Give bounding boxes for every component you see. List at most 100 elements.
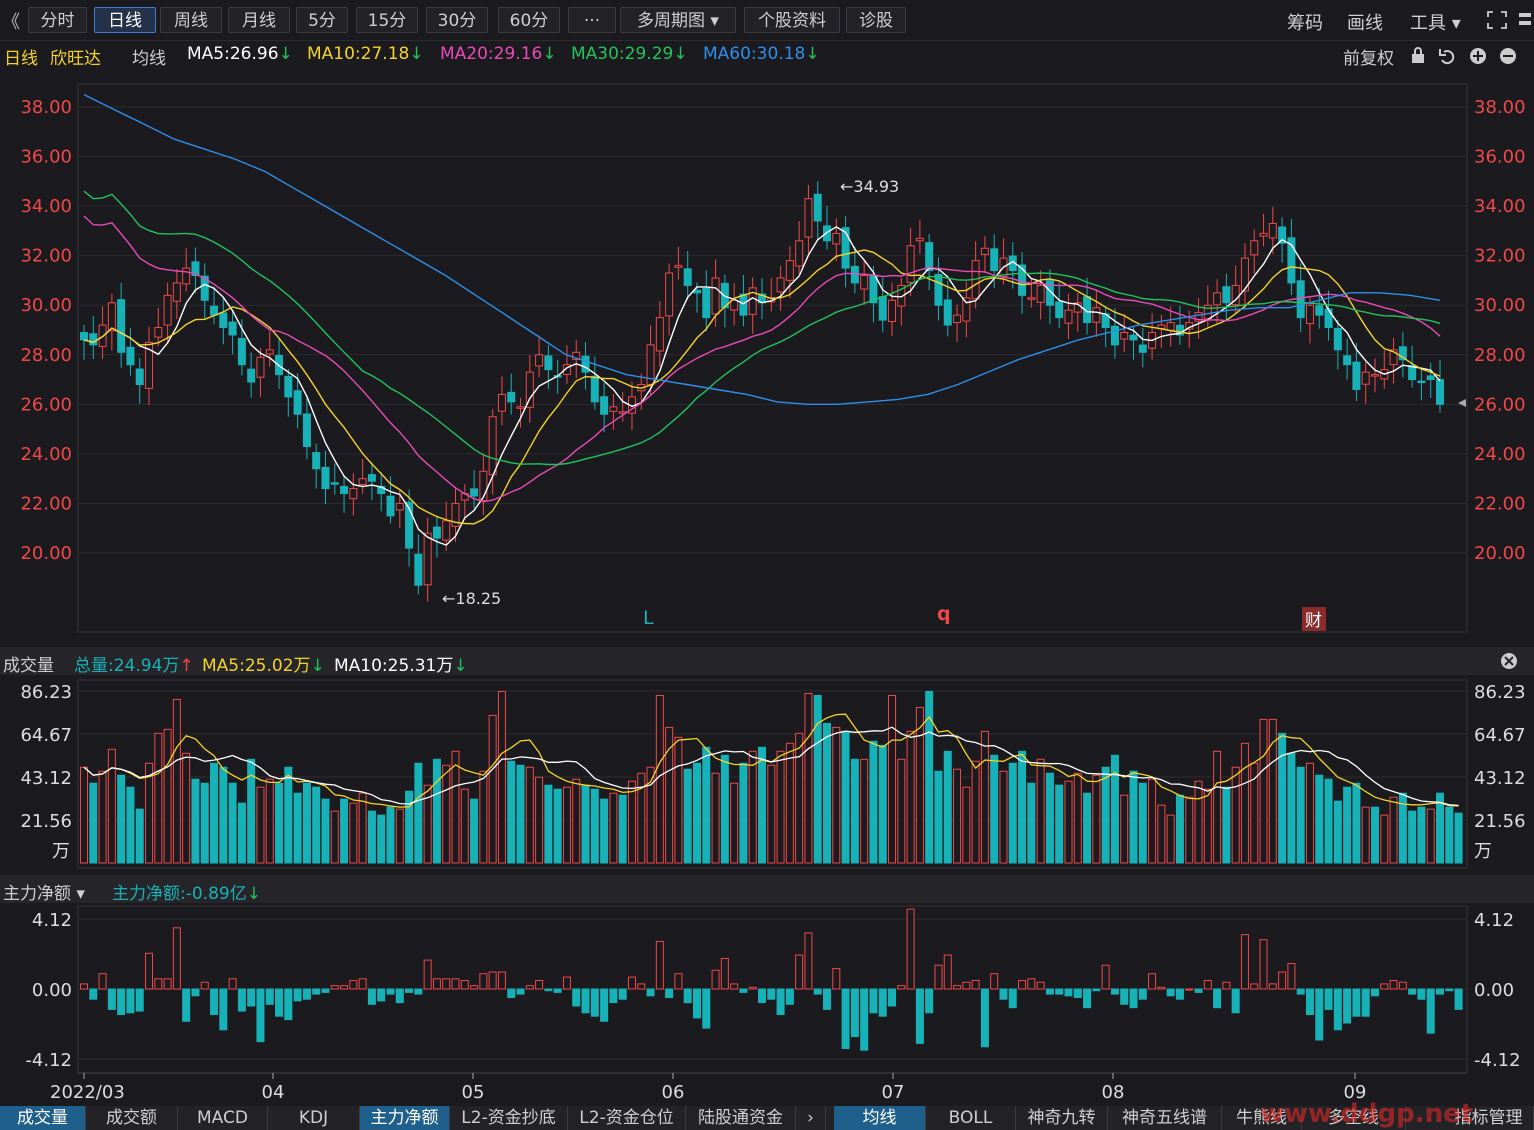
- tab-monthly[interactable]: 月线: [228, 7, 290, 33]
- flow-title[interactable]: 主力净额 ▾: [3, 884, 85, 904]
- volume-bar: [516, 764, 525, 864]
- flow-tick-left: 4.12: [32, 910, 72, 931]
- candle: [823, 225, 832, 242]
- indicator-tab-4[interactable]: 主力净额: [360, 1106, 450, 1130]
- candle: [609, 406, 618, 412]
- indicator-tab-2[interactable]: MACD: [178, 1106, 268, 1130]
- diagnose-button[interactable]: 诊股: [846, 7, 906, 33]
- lock-icon[interactable]: [1412, 47, 1424, 63]
- fullscreen-icon[interactable]: [1486, 10, 1508, 30]
- tab-weekly[interactable]: 周线: [160, 7, 222, 33]
- tab-5min[interactable]: 5分: [296, 7, 348, 33]
- flow-bar: [739, 988, 748, 993]
- chip-button[interactable]: 筹码: [1287, 13, 1323, 34]
- candle: [1268, 222, 1277, 239]
- candle: [1389, 349, 1398, 366]
- candle: [293, 390, 302, 415]
- candle: [906, 245, 915, 283]
- ma60-line: [83, 93, 1441, 405]
- x-axis-label: 05: [462, 1082, 485, 1103]
- tools-button[interactable]: 工具 ▾: [1410, 13, 1461, 34]
- flow-bar: [1185, 988, 1194, 991]
- volume-bar: [1324, 778, 1333, 864]
- tab-30min[interactable]: 30分: [426, 7, 488, 33]
- candle: [739, 293, 748, 316]
- indicator-tab-5[interactable]: L2-资金抄底: [450, 1106, 568, 1130]
- volume-bar: [1008, 762, 1017, 864]
- layout-icon[interactable]: [1518, 10, 1532, 30]
- more-periods-button[interactable]: ···: [568, 7, 616, 33]
- flow-bar: [312, 988, 321, 995]
- flow-bar: [293, 988, 302, 1002]
- overlay-tab-4[interactable]: 牛熊线: [1222, 1106, 1302, 1130]
- volume-bar: [1370, 806, 1379, 864]
- tab-fenshi[interactable]: 分时: [28, 7, 87, 33]
- tab-daily[interactable]: 日线: [94, 7, 156, 33]
- zoom-in-icon[interactable]: [1470, 48, 1486, 64]
- flow-bar: [1129, 988, 1138, 1009]
- volume-bar: [860, 758, 869, 864]
- flow-bar: [1008, 988, 1017, 1009]
- close-icon[interactable]: [1500, 652, 1518, 670]
- undo-icon[interactable]: [1439, 49, 1455, 65]
- indicator-tab-0[interactable]: 成交量: [0, 1106, 86, 1130]
- plot-frame: [77, 679, 1468, 869]
- collapse-icon[interactable]: 《: [2, 12, 20, 33]
- volume-bar: [990, 754, 999, 864]
- flow-bar: [1426, 988, 1435, 1034]
- volume-bar: [915, 706, 924, 864]
- volume-bar: [479, 770, 488, 864]
- volume-bar: [284, 766, 293, 864]
- high-label: ←34.93: [840, 177, 899, 196]
- x-axis-label: 2022/03: [50, 1082, 125, 1103]
- tab-15min[interactable]: 15分: [356, 7, 418, 33]
- flow-bar: [479, 973, 488, 990]
- candle: [600, 396, 609, 415]
- flow-bar: [544, 988, 553, 992]
- tab-60min[interactable]: 60分: [498, 7, 560, 33]
- flow-bar: [1231, 988, 1240, 1014]
- draw-line-button[interactable]: 画线: [1347, 13, 1383, 34]
- volume-bar: [850, 758, 859, 864]
- zoom-out-icon[interactable]: [1500, 48, 1516, 64]
- volume-chart[interactable]: 86.23 86.23 64.67 64.67 43.12 43.12 21.56 21.56…: [0, 675, 1534, 870]
- flow-bar: [581, 988, 590, 1014]
- volume-bar: [1296, 766, 1305, 864]
- net-flow-chart[interactable]: 4.12 4.12 0.00 0.00 -4.12 -4.12 2022/03 04 05 06 0…: [0, 903, 1534, 1106]
- volume-bar: [1417, 806, 1426, 864]
- multi-period-button[interactable]: 多周期图 ▾: [620, 7, 736, 33]
- flow-bar: [785, 988, 794, 1005]
- flow-bar: [460, 980, 469, 990]
- overlay-tab-5[interactable]: 多空线: [1302, 1106, 1406, 1130]
- tabs-scroll-icon[interactable]: ›: [796, 1106, 826, 1130]
- candle: [210, 305, 219, 316]
- indicator-tab-1[interactable]: 成交额: [86, 1106, 178, 1130]
- flow-bar: [1018, 980, 1027, 990]
- volume-bar: [117, 774, 126, 864]
- stock-info-button[interactable]: 个股资料: [744, 7, 840, 33]
- candle: [711, 277, 720, 315]
- overlay-tab-1[interactable]: BOLL: [926, 1106, 1016, 1130]
- flow-bar: [1064, 988, 1073, 997]
- price-tick-right: 38.00: [1474, 97, 1526, 118]
- candle: [1175, 324, 1184, 336]
- overlay-tab-2[interactable]: 神奇九转: [1016, 1106, 1108, 1130]
- overlay-tab-3[interactable]: 神奇五线谱: [1108, 1106, 1222, 1130]
- adjust-dropdown[interactable]: 前复权: [1343, 49, 1394, 69]
- ma-label[interactable]: 均线: [132, 49, 166, 69]
- candle: [80, 331, 88, 341]
- price-tick-right: 34.00: [1474, 196, 1526, 217]
- volume-bar: [739, 762, 748, 864]
- indicator-tab-7[interactable]: 陆股通资金: [686, 1106, 796, 1130]
- overlay-tab-0[interactable]: 均线: [834, 1106, 926, 1130]
- flow-header: 主力净额 ▾ 主力净额:-0.89亿↓: [0, 875, 1534, 904]
- candle: [312, 452, 321, 470]
- indicator-tab-6[interactable]: L2-资金仓位: [568, 1106, 686, 1130]
- price-chart[interactable]: 38.00 38.00 36.00 36.00 34.00 34.00 32.00 32.00…: [0, 70, 1534, 646]
- indicator-tab-3[interactable]: KDJ: [268, 1106, 360, 1130]
- flow-bar: [637, 983, 646, 990]
- price-tick-right: 26.00: [1474, 394, 1526, 415]
- volume-bar: [683, 768, 692, 864]
- stock-name[interactable]: 欣旺达: [50, 49, 101, 69]
- volume-title[interactable]: 成交量: [3, 656, 54, 676]
